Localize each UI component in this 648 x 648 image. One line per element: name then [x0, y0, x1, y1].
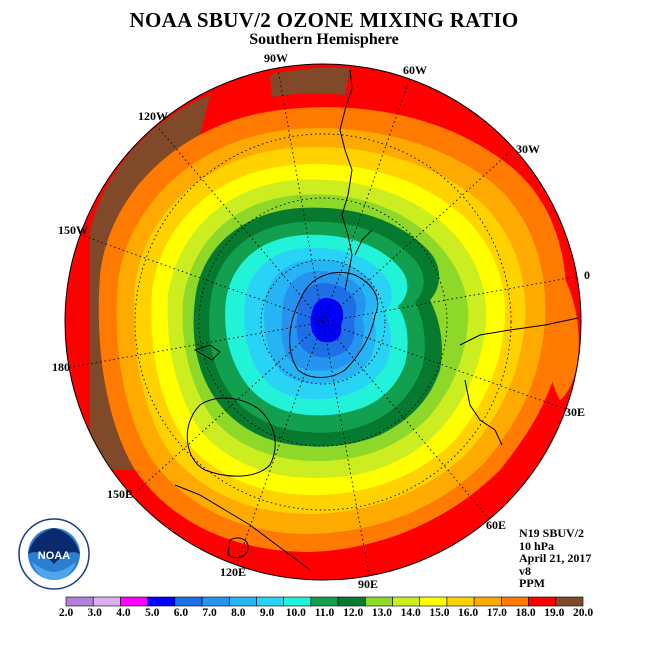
noaa-logo: NOAA [18, 518, 90, 590]
graticule [65, 64, 581, 580]
contour-5 [310, 298, 344, 343]
colorbar-tick-label: 14.0 [400, 607, 421, 619]
colorbar-tick-label: 7.0 [202, 607, 217, 619]
south-america-coastline [339, 69, 353, 291]
lon-label-90e: 90E [358, 577, 379, 591]
colorbar-tick-label: 2.0 [58, 607, 74, 619]
island-coastline [227, 537, 249, 559]
map-boundary [64, 63, 582, 581]
lon-label-90w: 90W [264, 51, 288, 65]
info-block: N19 SBUV/2 10 hPa April 21, 2017 v8 PPM [519, 527, 591, 590]
colorbar-swatch [365, 596, 393, 607]
date-label: April 21, 2017 [519, 551, 592, 565]
lon-label-180: 180 [52, 360, 70, 374]
lon-label-120e: 120E [220, 565, 247, 579]
africa-coastline [459, 317, 579, 346]
meridian-90w [276, 64, 324, 323]
contour-20-north [270, 67, 350, 97]
colorbar-swatch [528, 596, 557, 607]
colorbar-tick-label: 15.0 [429, 607, 450, 619]
meridian-150e [133, 321, 324, 495]
contour-fill-layer [65, 64, 581, 580]
logo-text: NOAA [38, 550, 70, 562]
meridian-150w [77, 233, 324, 323]
pressure-level-label: 10 hPa [519, 538, 555, 553]
version-label: v8 [519, 563, 531, 578]
colorbar-tick-label: 5.0 [144, 607, 160, 619]
colorbar-swatch [201, 596, 230, 607]
meridian-30e [322, 321, 569, 411]
meridian-180 [65, 321, 324, 369]
page-title: NOAA SBUV/2 OZONE MIXING RATIO [129, 8, 519, 32]
colorbar-swatch [446, 596, 475, 607]
colorbar-tick-label: 13.0 [371, 607, 392, 619]
lon-label-60w: 60W [403, 63, 427, 77]
colorbar-swatch [147, 596, 176, 607]
lon-label-150w: 150W [58, 223, 88, 237]
colorbar-tick-label: 20.0 [572, 607, 594, 619]
indonesia-coastline [174, 484, 311, 571]
colorbar-swatch [310, 596, 339, 607]
colorbar-swatch [419, 596, 448, 607]
contour-20-west [90, 95, 210, 470]
colorbar-swatch [392, 596, 421, 607]
colorbar-swatch [228, 596, 257, 607]
colorbar-swatch [473, 596, 502, 607]
colorbar-swatch [283, 596, 312, 607]
colorbar-swatch [65, 596, 94, 607]
latitude-circle [134, 133, 512, 511]
colorbar-tick-label: 3.0 [87, 607, 102, 619]
meridian-90e [322, 321, 371, 580]
colorbar-swatch [337, 596, 366, 607]
colorbar-tick-label: 4.0 [116, 607, 131, 619]
madagascar-coastline [464, 379, 503, 446]
lon-label-120w: 120W [138, 109, 168, 123]
colorbar-swatch [92, 596, 121, 607]
antarctic-peninsula [354, 229, 373, 256]
colorbar-tick-label: 18.0 [515, 607, 536, 619]
colorbar-swatch [555, 596, 584, 607]
colorbar-swatch [256, 596, 284, 607]
colorbar-tick-label: 10.0 [285, 607, 306, 619]
lon-label-30w: 30W [516, 142, 540, 156]
colorbar-tick-label: 6.0 [173, 607, 189, 619]
units-label: PPM [519, 576, 545, 590]
lon-label-30e: 30E [565, 405, 586, 419]
coastline-layer [174, 69, 579, 571]
lon-label-60e: 60E [486, 518, 507, 532]
new-zealand-coastline [193, 344, 221, 361]
lon-label-0: 0 [584, 268, 590, 282]
colorbar-swatch [174, 596, 203, 607]
colorbar-swatch [501, 596, 529, 607]
colorbar-tick-label: 12.0 [343, 607, 364, 619]
colorbar-tick-label: 17.0 [486, 607, 507, 619]
colorbar-tick-label: 19.0 [544, 607, 565, 619]
colorbar-tick-label: 9.0 [259, 607, 275, 619]
colorbar-swatch [120, 596, 148, 607]
meridian-30w [322, 149, 513, 323]
page-subtitle: Southern Hemisphere [249, 31, 399, 48]
colorbar-tick-label: 8.0 [231, 607, 246, 619]
antarctica-coastline [289, 271, 379, 378]
meridian-0 [322, 275, 581, 323]
australia-coastline [186, 397, 276, 477]
colorbar-tick-label: 11.0 [314, 607, 335, 619]
satellite-label: N19 SBUV/2 [519, 526, 585, 540]
colorbar-tick-label: 16.0 [458, 607, 479, 619]
latitude-circle [260, 259, 386, 385]
latitude-circle [198, 197, 448, 447]
lon-label-150e: 150E [107, 487, 134, 501]
